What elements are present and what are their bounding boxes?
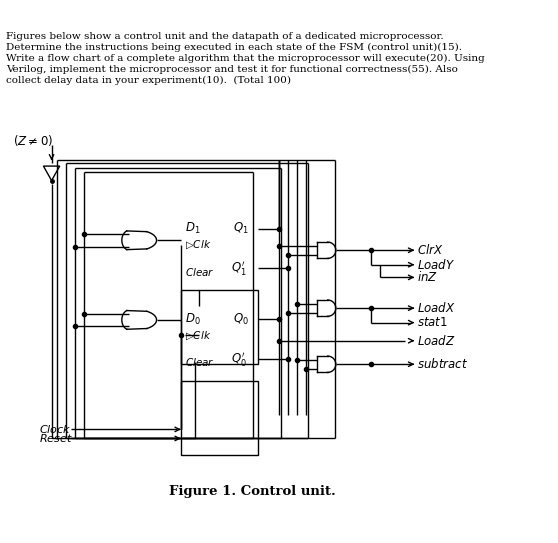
Text: $Clock$: $Clock$ (39, 424, 71, 435)
Polygon shape (44, 166, 60, 181)
Text: $subtract$: $subtract$ (417, 357, 468, 371)
Text: $D_0$: $D_0$ (185, 312, 201, 326)
Text: $Q_1'$: $Q_1'$ (231, 260, 247, 277)
Text: Figures below show a control unit and the datapath of a dedicated microprocessor: Figures below show a control unit and th… (6, 32, 444, 41)
Text: Write a flow chart of a complete algorithm that the microprocessor will execute(: Write a flow chart of a complete algorit… (6, 54, 485, 63)
Text: $LoadZ$: $LoadZ$ (417, 334, 456, 348)
Text: $inZ$: $inZ$ (417, 270, 438, 285)
Text: $LoadX$: $LoadX$ (417, 301, 456, 315)
Bar (181, 290, 258, 364)
Text: Figure 1. Control unit.: Figure 1. Control unit. (169, 485, 336, 498)
Text: Verilog, implement the microprocessor and test it for functional correctness(55): Verilog, implement the microprocessor an… (6, 65, 458, 74)
Text: $ClrX$: $ClrX$ (417, 243, 444, 257)
Text: $Reset$: $Reset$ (39, 432, 73, 445)
Text: $\triangleright Clk$: $\triangleright Clk$ (185, 238, 212, 251)
Text: $\triangleright Clk$: $\triangleright Clk$ (185, 329, 212, 342)
Text: $Clear$: $Clear$ (185, 356, 215, 369)
Text: $Q_1$: $Q_1$ (233, 221, 249, 236)
Text: $stat1$: $stat1$ (417, 316, 448, 329)
Text: $LoadY$: $LoadY$ (417, 258, 455, 272)
Text: $(Z \neq 0)$: $(Z \neq 0)$ (13, 133, 53, 148)
Bar (181, 381, 258, 454)
Text: collect delay data in your experiment(10).  (Total 100): collect delay data in your experiment(10… (6, 75, 291, 85)
Text: $Clear$: $Clear$ (185, 266, 215, 278)
Text: Determine the instructions being executed in each state of the FSM (control unit: Determine the instructions being execute… (6, 43, 463, 52)
Text: $D_1$: $D_1$ (185, 221, 201, 236)
Text: $Q_0$: $Q_0$ (233, 312, 249, 326)
Text: $Q_0'$: $Q_0'$ (231, 350, 247, 368)
